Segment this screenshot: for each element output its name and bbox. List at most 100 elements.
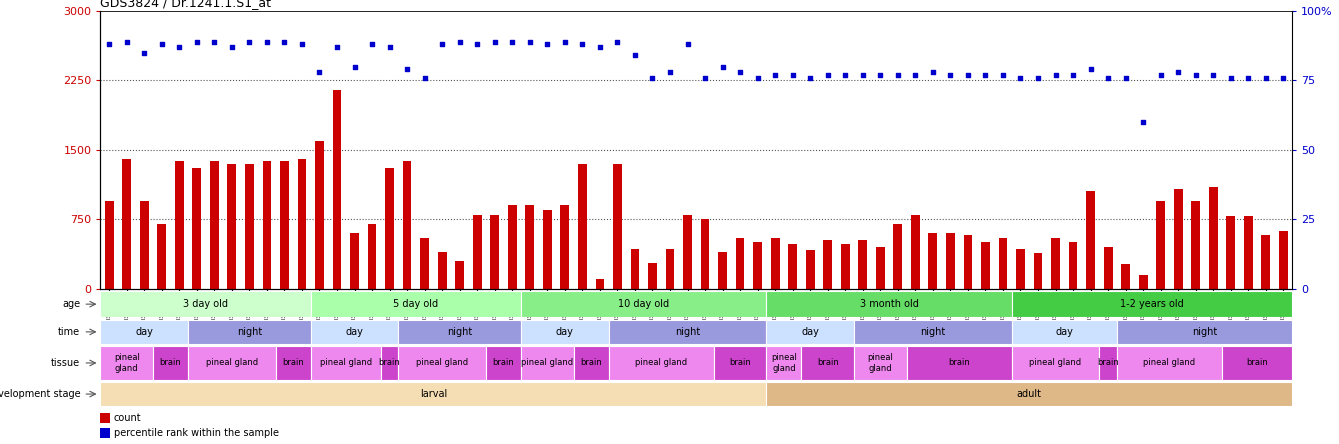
Bar bbox=[1117, 320, 1292, 344]
Point bbox=[169, 44, 190, 51]
Bar bbox=[573, 346, 609, 380]
Bar bbox=[210, 161, 218, 289]
Bar bbox=[399, 320, 521, 344]
Point bbox=[344, 63, 366, 70]
Point bbox=[221, 44, 242, 51]
Text: brain: brain bbox=[159, 358, 181, 368]
Point bbox=[449, 38, 470, 45]
Bar bbox=[999, 238, 1007, 289]
Bar bbox=[280, 161, 289, 289]
Point bbox=[466, 41, 487, 48]
Point bbox=[712, 63, 734, 70]
Text: brain: brain bbox=[817, 358, 838, 368]
Point bbox=[431, 41, 453, 48]
Point bbox=[572, 41, 593, 48]
Point bbox=[888, 71, 909, 79]
Bar bbox=[100, 382, 766, 406]
Bar bbox=[854, 346, 907, 380]
Bar bbox=[158, 224, 166, 289]
Point bbox=[975, 71, 996, 79]
Point bbox=[607, 38, 628, 45]
Text: pineal gland: pineal gland bbox=[416, 358, 469, 368]
Bar bbox=[806, 250, 814, 289]
Point bbox=[957, 71, 979, 79]
Point bbox=[1255, 74, 1276, 81]
Text: GDS3824 / Dr.1241.1.S1_at: GDS3824 / Dr.1241.1.S1_at bbox=[100, 0, 272, 8]
Point bbox=[659, 69, 680, 76]
Text: pineal gland: pineal gland bbox=[206, 358, 258, 368]
Bar bbox=[609, 346, 714, 380]
Bar bbox=[665, 249, 675, 289]
Text: day: day bbox=[556, 327, 574, 337]
Bar bbox=[473, 214, 482, 289]
Bar bbox=[187, 320, 311, 344]
Text: pineal
gland: pineal gland bbox=[771, 353, 797, 373]
Point bbox=[799, 74, 821, 81]
Bar bbox=[561, 205, 569, 289]
Bar bbox=[262, 161, 272, 289]
Bar bbox=[1086, 191, 1095, 289]
Point bbox=[676, 41, 698, 48]
Text: pineal gland: pineal gland bbox=[1144, 358, 1196, 368]
Bar bbox=[858, 241, 868, 289]
Point bbox=[624, 52, 645, 59]
Bar bbox=[521, 291, 766, 317]
Bar bbox=[386, 168, 394, 289]
Point bbox=[327, 44, 348, 51]
Point bbox=[817, 71, 838, 79]
Text: day: day bbox=[345, 327, 363, 337]
Text: brain: brain bbox=[1247, 358, 1268, 368]
Text: day: day bbox=[1055, 327, 1074, 337]
Point bbox=[414, 74, 435, 81]
Bar bbox=[876, 247, 885, 289]
Bar bbox=[1138, 275, 1148, 289]
Bar bbox=[368, 224, 376, 289]
Bar bbox=[802, 346, 854, 380]
Bar bbox=[403, 161, 411, 289]
Text: pineal gland: pineal gland bbox=[320, 358, 372, 368]
Bar bbox=[139, 201, 149, 289]
Bar bbox=[683, 214, 692, 289]
Point bbox=[309, 69, 331, 76]
Text: pineal gland: pineal gland bbox=[1030, 358, 1082, 368]
Bar bbox=[613, 164, 621, 289]
Text: pineal gland: pineal gland bbox=[635, 358, 687, 368]
Point bbox=[730, 69, 751, 76]
Point bbox=[1133, 119, 1154, 126]
Text: brain: brain bbox=[283, 358, 304, 368]
Bar bbox=[351, 233, 359, 289]
Point bbox=[1185, 71, 1206, 79]
Bar bbox=[438, 252, 446, 289]
Bar bbox=[609, 320, 766, 344]
Text: 3 month old: 3 month old bbox=[860, 299, 919, 309]
Point bbox=[1079, 66, 1101, 73]
Point bbox=[554, 38, 576, 45]
Bar bbox=[100, 346, 153, 380]
Point bbox=[869, 71, 890, 79]
Bar bbox=[175, 161, 183, 289]
Point bbox=[852, 71, 873, 79]
Bar bbox=[1121, 264, 1130, 289]
Point bbox=[589, 44, 611, 51]
Bar bbox=[789, 244, 797, 289]
Bar bbox=[1099, 346, 1117, 380]
Bar bbox=[311, 346, 380, 380]
Bar bbox=[100, 291, 311, 317]
Point bbox=[747, 74, 769, 81]
Bar bbox=[631, 249, 639, 289]
Text: age: age bbox=[62, 299, 80, 309]
Text: day: day bbox=[801, 327, 819, 337]
Text: 5 day old: 5 day old bbox=[394, 299, 438, 309]
Text: time: time bbox=[58, 327, 80, 337]
Bar bbox=[854, 320, 1012, 344]
Text: night: night bbox=[675, 327, 700, 337]
Bar bbox=[245, 164, 254, 289]
Point bbox=[1220, 74, 1241, 81]
Bar bbox=[1157, 201, 1165, 289]
Bar bbox=[1016, 249, 1024, 289]
Text: night: night bbox=[447, 327, 473, 337]
Text: brain: brain bbox=[730, 358, 751, 368]
Point bbox=[151, 41, 173, 48]
Point bbox=[940, 71, 961, 79]
Bar bbox=[766, 346, 802, 380]
